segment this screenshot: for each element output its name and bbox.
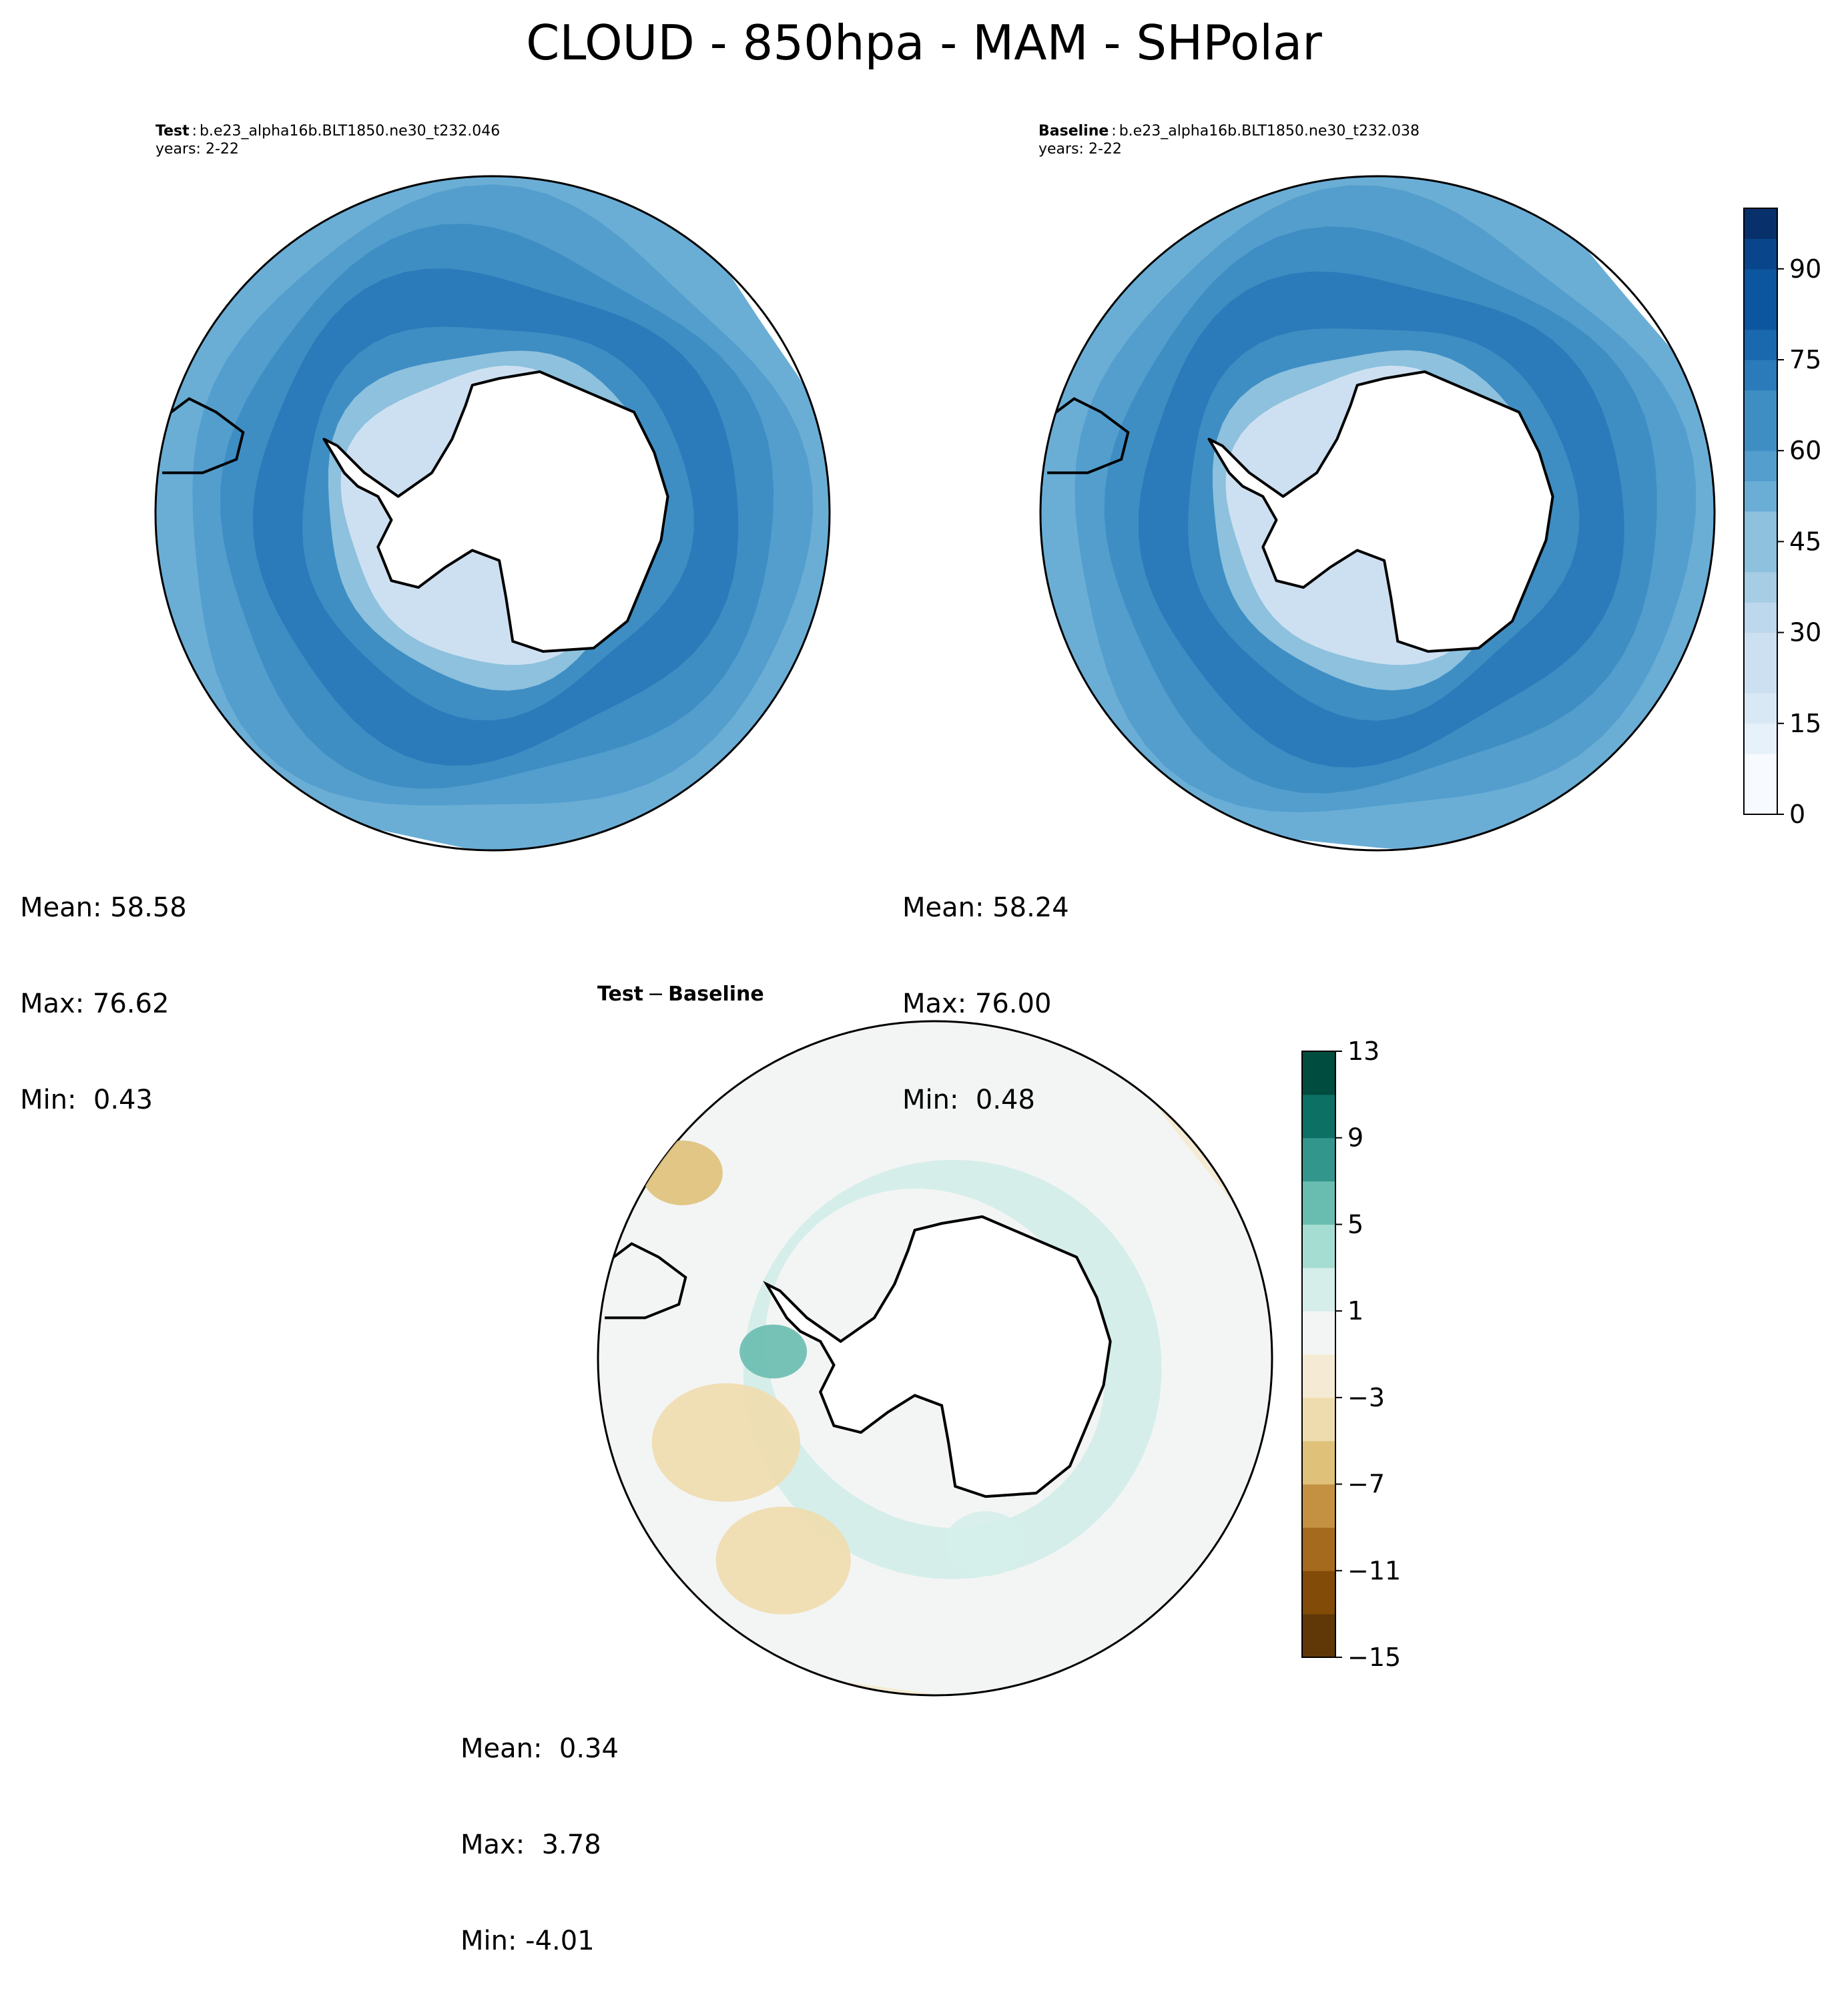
diff-colorbar-segment (1302, 1267, 1335, 1312)
main-colorbar-segment (1744, 723, 1777, 754)
test-label: Test (156, 123, 190, 139)
diff-colorbar-segment (1302, 1527, 1335, 1571)
test-years: years: 2-22 (156, 141, 239, 158)
baseline-min: Min: 0.48 (902, 1085, 1035, 1115)
main-colorbar-tick-label: 60 (1789, 436, 1821, 465)
test-south-america-coastline (161, 396, 245, 475)
diff-south-america-coastline (603, 1241, 687, 1320)
main-colorbar-segment (1744, 754, 1777, 785)
diff-colorbar-segment (1302, 1311, 1335, 1355)
main-colorbar-segment (1744, 602, 1777, 633)
main-colorbar-segment (1744, 238, 1777, 270)
main-colorbar-tick-label: 75 (1789, 345, 1821, 374)
main-colorbar-tick-label: 90 (1789, 254, 1821, 284)
baseline-case: b.e23_alpha16b.BLT1850.ne30_t232.038 (1119, 123, 1420, 139)
main-colorbar-tick-label: 15 (1789, 709, 1821, 738)
main-colorbar-segment (1744, 390, 1777, 421)
test-min: Min: 0.43 (20, 1085, 153, 1115)
main-colorbar-segment (1744, 299, 1777, 330)
test-panel-title: Test: b.e23_alpha16b.BLT1850.ne30_t232.04… (156, 123, 501, 158)
main-colorbar-segment (1744, 481, 1777, 512)
diff-min: Min: -4.01 (460, 1926, 595, 1956)
test-mean: Mean: 58.58 (20, 892, 187, 923)
diff-antarctica-coastline-top (763, 1215, 1112, 1498)
main-colorbar-segment (1744, 420, 1777, 451)
main-colorbar-segment (1744, 208, 1777, 239)
diff-colorbar-tick-label: 13 (1347, 1037, 1379, 1066)
main-colorbar-segment (1744, 451, 1777, 482)
test-contours (156, 176, 830, 850)
diff-title-test: Test (597, 982, 644, 1006)
diff-colorbar-segment (1302, 1094, 1335, 1139)
test-map-boundary (154, 175, 831, 852)
main-colorbar-tick-label: 45 (1789, 527, 1821, 556)
baseline-label: Baseline (1038, 123, 1109, 139)
main-colorbar-tick-label: 0 (1789, 800, 1805, 829)
diff-title-operator: − (647, 982, 665, 1006)
main-colorbar-segment (1744, 784, 1777, 815)
main-colorbar-segment (1744, 632, 1777, 663)
main-colorbar-segment (1744, 329, 1777, 360)
diff-colorbar-segment (1302, 1354, 1335, 1398)
baseline-map-boundary (1039, 175, 1716, 852)
diff-colorbar-tick-label: −3 (1347, 1383, 1385, 1412)
diff-map-boundary (597, 1020, 1273, 1697)
diff-colorbar-segment (1302, 1571, 1335, 1615)
diff-patch (739, 1324, 808, 1379)
diff-title-baseline: Baseline (668, 982, 764, 1006)
test-max: Max: 76.62 (20, 988, 170, 1019)
diff-panel-title: Test − Baseline (597, 982, 764, 1006)
baseline-max: Max: 76.00 (902, 988, 1052, 1019)
diff-colorbar-segment (1302, 1137, 1335, 1182)
test-case: b.e23_alpha16b.BLT1850.ne30_t232.046 (200, 123, 501, 139)
baseline-south-america-coastline (1046, 396, 1130, 475)
main-colorbar-segment (1744, 663, 1777, 693)
diff-colorbar-tick-label: −7 (1347, 1470, 1385, 1499)
diff-stats: Mean: 0.34 Max: 3.78 Min: -4.01 (460, 1669, 619, 1989)
test-group (154, 175, 831, 852)
diff-colorbar-tick-label: −15 (1347, 1643, 1401, 1672)
diff-colorbar-tick-label: 1 (1347, 1296, 1363, 1326)
figure-title: CLOUD - 850hpa - MAM - SHPolar (526, 15, 1322, 71)
diff-colorbar-segment (1302, 1397, 1335, 1442)
diff-colorbar-segment (1302, 1484, 1335, 1528)
baseline-stats: Mean: 58.24 Max: 76.00 Min: 0.48 (902, 828, 1069, 1148)
diff-colorbar-frame (1301, 1051, 1336, 1658)
diff-patch (651, 1383, 800, 1502)
main-colorbar-segment (1744, 571, 1777, 603)
baseline-panel-title: Baseline: b.e23_alpha16b.BLT1850.ne30_t23… (1038, 123, 1420, 158)
diff-mean: Mean: 0.34 (460, 1733, 619, 1764)
diff-colorbar: −15 −11 −7 −3 1 5 9 13 (1301, 1037, 1401, 1672)
main-colorbar-segment (1744, 541, 1777, 573)
diff-negative-patches (641, 1140, 1112, 1615)
baseline-group (1039, 175, 1716, 852)
main-colorbar-segment (1744, 268, 1777, 300)
test-stats: Mean: 58.58 Max: 76.62 Min: 0.43 (20, 828, 187, 1148)
diff-patch (945, 1511, 1026, 1577)
diff-colorbar-tick-label: 9 (1347, 1123, 1363, 1153)
diff-colorbar-segment (1302, 1181, 1335, 1225)
baseline-contours (1040, 176, 1715, 850)
test-antarctica-coastline (322, 370, 669, 653)
baseline-mean: Mean: 58.24 (902, 892, 1069, 923)
baseline-antarctica-coastline (1207, 370, 1554, 653)
main-colorbar-tick-label: 30 (1789, 618, 1821, 647)
diff-colorbar-segment (1302, 1614, 1335, 1658)
diff-colorbar-segment (1302, 1440, 1335, 1485)
main-colorbar-frame (1743, 208, 1778, 815)
diff-colorbar-tick-label: −11 (1347, 1556, 1401, 1585)
diff-patch (641, 1140, 723, 1205)
baseline-years: years: 2-22 (1038, 141, 1122, 158)
main-colorbar-segment (1744, 511, 1777, 542)
diff-colorbar-segment (1302, 1051, 1335, 1095)
main-colorbar: 0 15 30 45 60 75 90 (1743, 208, 1821, 829)
diff-colorbar-tick-label: 5 (1347, 1209, 1363, 1239)
main-colorbar-segment (1744, 360, 1777, 390)
diff-colorbar-segment (1302, 1224, 1335, 1268)
diff-patch (715, 1506, 851, 1615)
main-colorbar-segment (1744, 693, 1777, 724)
diff-max: Max: 3.78 (460, 1829, 601, 1860)
